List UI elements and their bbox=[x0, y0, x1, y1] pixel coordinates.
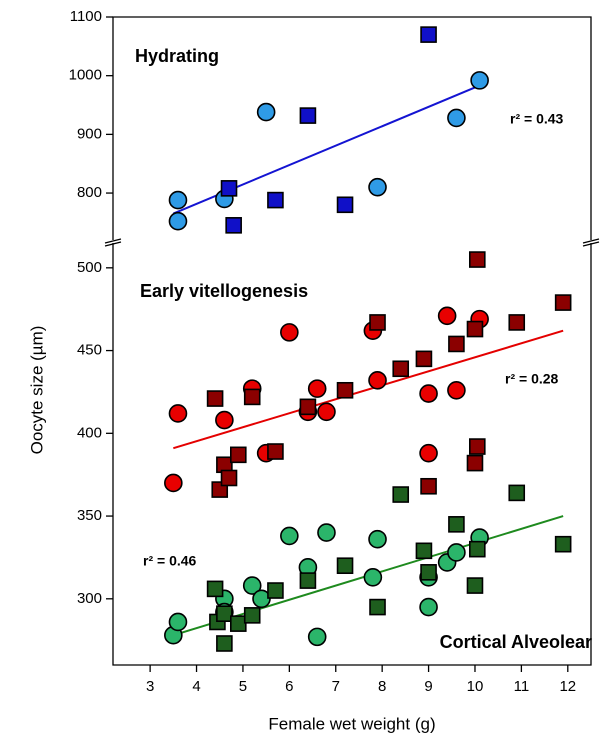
top-frame bbox=[112, 16, 592, 240]
annotation: r² = 0.46 bbox=[143, 553, 197, 569]
axis-break bbox=[104, 238, 600, 247]
square-point bbox=[220, 469, 238, 487]
circle-point bbox=[164, 473, 183, 493]
circle-point bbox=[419, 384, 438, 403]
circle-point bbox=[168, 612, 188, 632]
circle-point bbox=[368, 371, 387, 390]
square-point bbox=[336, 557, 354, 575]
circle-point bbox=[317, 523, 336, 542]
y-tick-label: 300 bbox=[77, 590, 102, 607]
circle-point bbox=[242, 576, 262, 595]
square-point bbox=[469, 540, 486, 558]
square-point bbox=[299, 107, 317, 124]
circle-point bbox=[215, 410, 234, 430]
square-point bbox=[206, 390, 224, 407]
square-point bbox=[415, 350, 433, 368]
circle-point bbox=[363, 567, 383, 587]
circle-point bbox=[368, 177, 387, 197]
square-point bbox=[554, 535, 572, 553]
circle-point bbox=[368, 529, 387, 549]
x-tick-label: 7 bbox=[332, 678, 340, 695]
square-point bbox=[299, 572, 317, 589]
x-tick-label: 11 bbox=[514, 678, 530, 695]
circle-point bbox=[470, 71, 489, 90]
x-tick-label: 10 bbox=[467, 678, 484, 695]
square-point bbox=[216, 635, 233, 652]
y-tick-label: 900 bbox=[77, 125, 102, 142]
circle-point bbox=[419, 597, 438, 617]
square-point bbox=[420, 26, 437, 43]
square-point bbox=[267, 443, 284, 460]
square-point bbox=[392, 360, 410, 378]
y-tick-label: 1100 bbox=[70, 8, 102, 25]
y-tick-label: 1000 bbox=[69, 67, 102, 84]
circle-point bbox=[317, 402, 336, 422]
circle-point bbox=[168, 190, 188, 210]
square-point bbox=[267, 582, 284, 599]
square-point bbox=[243, 607, 261, 624]
y-axis-label: Oocyte size (µm) bbox=[27, 326, 46, 455]
square-point bbox=[466, 320, 484, 338]
annotation: Early vitellogenesis bbox=[140, 281, 308, 301]
square-point bbox=[230, 446, 247, 464]
x-tick-label: 5 bbox=[239, 678, 247, 695]
square-point bbox=[336, 381, 354, 399]
square-point bbox=[299, 398, 317, 416]
circle-point bbox=[168, 404, 188, 423]
square-point bbox=[243, 388, 261, 406]
square-point bbox=[469, 251, 486, 268]
square-point bbox=[225, 217, 242, 234]
square-point bbox=[466, 577, 484, 594]
circle-point bbox=[419, 443, 438, 463]
square-point bbox=[220, 180, 238, 197]
circle-point bbox=[256, 102, 276, 122]
square-point bbox=[230, 615, 247, 632]
y-tick-label: 500 bbox=[77, 259, 102, 276]
square-point bbox=[206, 580, 224, 598]
square-point bbox=[369, 314, 386, 331]
square-point bbox=[420, 564, 437, 581]
square-point bbox=[508, 484, 526, 502]
y-tick-label: 800 bbox=[77, 184, 102, 201]
square-point bbox=[267, 191, 284, 209]
circle-point bbox=[307, 627, 327, 647]
square-point bbox=[216, 605, 233, 622]
fit-line bbox=[173, 329, 564, 450]
circle-point bbox=[168, 211, 188, 231]
circle-point bbox=[307, 379, 327, 398]
circle-point bbox=[437, 306, 457, 326]
square-point bbox=[448, 516, 465, 533]
square-point bbox=[448, 335, 465, 353]
annotation: r² = 0.43 bbox=[510, 111, 564, 127]
circle-point bbox=[447, 108, 466, 128]
x-tick-label: 9 bbox=[424, 678, 432, 695]
y-tick-label: 400 bbox=[77, 424, 102, 441]
square-point bbox=[392, 486, 410, 503]
annotation: Hydrating bbox=[135, 46, 219, 66]
bottom-frame bbox=[112, 243, 592, 666]
square-point bbox=[466, 454, 484, 472]
square-point bbox=[508, 314, 526, 331]
circle-point bbox=[447, 543, 466, 562]
circle-point bbox=[447, 380, 466, 400]
circle-point bbox=[280, 526, 299, 546]
x-tick-label: 6 bbox=[285, 678, 293, 695]
square-point bbox=[420, 477, 437, 495]
x-tick-label: 4 bbox=[192, 678, 200, 695]
square-point bbox=[554, 294, 572, 311]
x-tick-label: 3 bbox=[146, 678, 154, 695]
square-point bbox=[336, 196, 354, 214]
square-point bbox=[415, 542, 433, 560]
square-point bbox=[469, 438, 486, 455]
y-tick-label: 450 bbox=[77, 342, 102, 359]
annotation: r² = 0.28 bbox=[505, 371, 559, 387]
annotation: Cortical Alveolear bbox=[440, 632, 592, 652]
x-tick-label: 12 bbox=[559, 678, 576, 695]
y-tick-label: 350 bbox=[77, 507, 102, 524]
x-axis-label: Female wet weight (g) bbox=[268, 714, 435, 733]
x-tick-label: 8 bbox=[378, 678, 386, 695]
square-point bbox=[369, 598, 386, 616]
circle-point bbox=[280, 323, 299, 342]
